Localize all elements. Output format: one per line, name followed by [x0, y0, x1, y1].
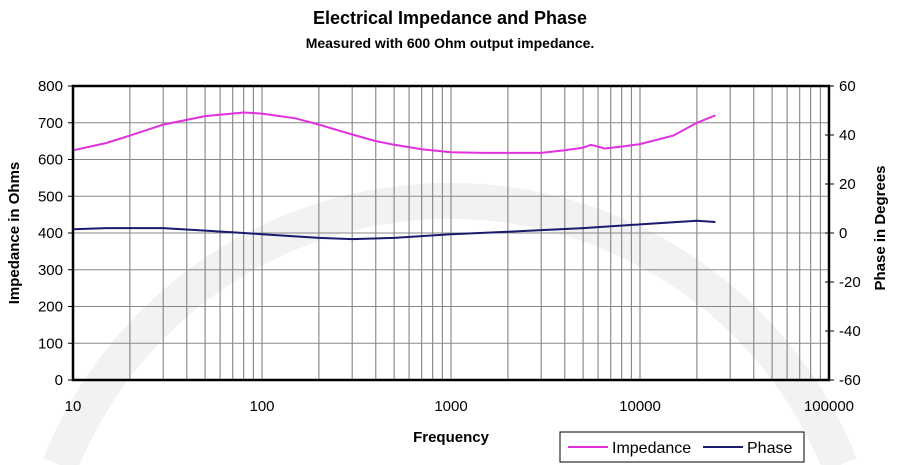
chart-subtitle: Measured with 600 Ohm output impedance. [306, 35, 595, 51]
legend-impedance-label: Impedance [612, 440, 691, 457]
data-point-impedance [261, 113, 263, 115]
background-arcs [43, 182, 857, 465]
legend-phase-label: Phase [747, 440, 792, 457]
data-point-phase [696, 220, 698, 222]
data-point-impedance [204, 115, 206, 117]
y2-tick-label: -20 [839, 274, 861, 291]
data-point-phase [105, 227, 107, 229]
data-point-phase [582, 227, 584, 229]
data-point-phase [714, 221, 716, 223]
y-tick-label: 0 [55, 372, 63, 389]
x-tick-label: 100 [249, 398, 274, 415]
x-tick-label: 100000 [804, 398, 854, 415]
data-point-impedance [318, 124, 320, 126]
data-point-impedance [162, 124, 164, 126]
data-point-impedance [582, 147, 584, 149]
grid [72, 85, 829, 381]
x-tick-label: 10000 [619, 398, 661, 415]
data-point-impedance [483, 152, 485, 154]
data-point-impedance [243, 111, 245, 113]
data-point-phase [450, 233, 452, 235]
data-point-phase [243, 232, 245, 234]
y-tick-label: 200 [38, 299, 63, 316]
data-point-phase [162, 227, 164, 229]
y-tick-label: 800 [38, 78, 63, 95]
y-tick-label: 500 [38, 188, 63, 205]
y2-tick-label: -60 [839, 372, 861, 389]
data-point-impedance [294, 117, 296, 119]
chart-title: Electrical Impedance and Phase [313, 8, 587, 28]
data-point-impedance [450, 151, 452, 153]
data-point-phase [393, 237, 395, 239]
data-point-impedance [105, 142, 107, 144]
y-tick-label: 600 [38, 152, 63, 169]
data-point-impedance [639, 143, 641, 145]
data-point-impedance [696, 122, 698, 124]
x-axis-label: Frequency [413, 429, 490, 446]
data-point-phase [318, 237, 320, 239]
data-point-impedance [621, 146, 623, 148]
y-tick-label: 700 [38, 115, 63, 132]
y2-axis-label: Phase in Degrees [872, 165, 889, 290]
y2-tick-label: 60 [839, 78, 856, 95]
data-point-phase [639, 223, 641, 225]
tick-labels: 0 100 200 300 400 500 600 700 800 -60 -40 -20 0 20 40 6… [38, 78, 861, 415]
data-point-phase [351, 238, 353, 240]
y2-tick-label: 0 [839, 225, 847, 242]
x-tick-label: 10 [65, 398, 82, 415]
background-arc [43, 182, 857, 465]
data-point-impedance [564, 149, 566, 151]
data-point-impedance [590, 144, 592, 146]
y-tick-label: 300 [38, 262, 63, 279]
legend: Impedance Phase [559, 431, 805, 463]
data-point-impedance [714, 114, 716, 116]
data-point-impedance [672, 135, 674, 137]
series-layer [72, 111, 716, 241]
y2-tick-label: 20 [839, 176, 856, 193]
data-point-impedance [393, 144, 395, 146]
data-point-phase [507, 231, 509, 233]
x-tick-label: 1000 [434, 398, 467, 415]
y-tick-label: 100 [38, 335, 63, 352]
data-point-phase [204, 230, 206, 232]
y2-tick-label: 40 [839, 127, 856, 144]
data-point-impedance [351, 134, 353, 136]
y2-tick-label: -40 [839, 323, 861, 340]
data-point-impedance [421, 148, 423, 150]
data-point-phase [261, 233, 263, 235]
y-axis-label: Impedance in Ohms [6, 162, 23, 305]
data-point-impedance [375, 140, 377, 142]
data-point-impedance [604, 147, 606, 149]
y-tick-label: 400 [38, 225, 63, 242]
data-point-impedance [540, 152, 542, 154]
data-point-impedance [129, 135, 131, 137]
